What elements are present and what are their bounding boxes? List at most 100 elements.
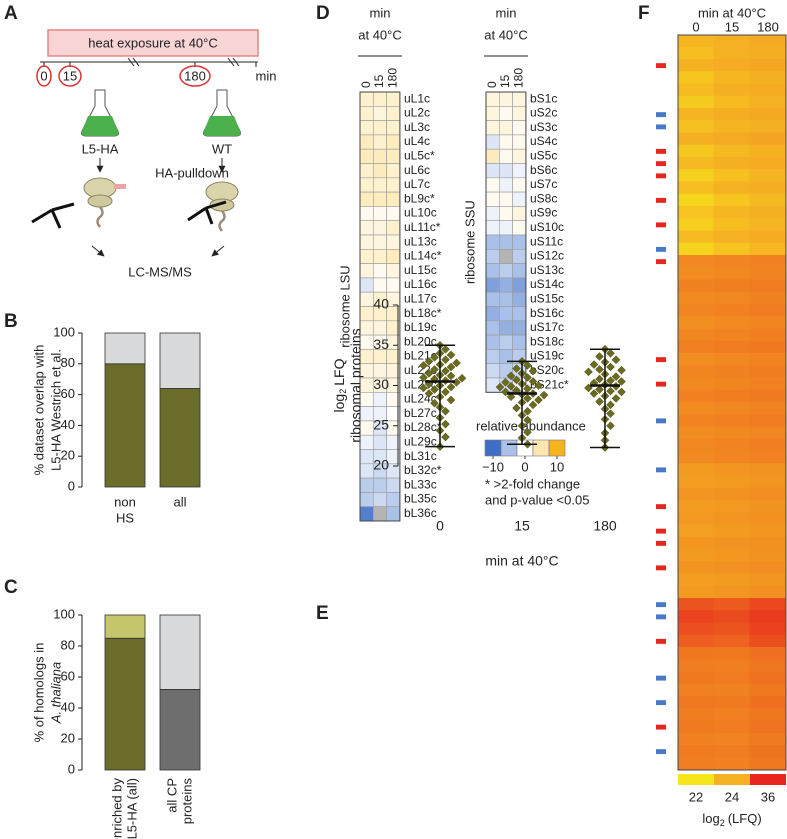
heatmap-cell: [512, 120, 527, 136]
heatmap-cell: [749, 108, 787, 122]
row-marker: [656, 148, 666, 154]
y-tick-label: 20: [373, 457, 389, 473]
heatmap-cell: [359, 91, 374, 107]
heatmap-cell: [749, 291, 787, 305]
row-label: bL36c: [404, 506, 437, 520]
heatmap-cell: [749, 696, 787, 710]
row-label: uS12c: [530, 249, 564, 263]
data-point: [534, 381, 543, 390]
heatmap-cell: [749, 120, 787, 134]
row-label: uS3c: [530, 120, 557, 134]
data-point: [523, 415, 532, 425]
data-point: [512, 375, 521, 385]
heatmap-cell: [372, 106, 387, 121]
heatmap-cell: [713, 316, 751, 330]
panel-label: E: [316, 603, 329, 624]
heatmap-cell: [485, 306, 500, 322]
heatmap-cell: [749, 230, 787, 244]
heatmap-cell: [713, 720, 751, 734]
heatmap-cell: [498, 120, 513, 136]
heatmap-cell: [677, 255, 715, 269]
row-label: uS17c: [530, 320, 564, 334]
row-marker: [656, 602, 666, 608]
y-tick-label: 0: [68, 761, 75, 776]
heatmap-cell: [749, 585, 787, 599]
flask: [81, 89, 241, 137]
heatmap-cell: [713, 696, 751, 710]
heatmap-cell: [677, 598, 715, 612]
heatmap-cell: [359, 134, 374, 150]
heatmap-cell: [749, 598, 787, 612]
heatmap-cell: [677, 732, 715, 746]
heatmap-cell: [512, 206, 527, 221]
heatmap-cell: [498, 163, 513, 179]
row-marker: [656, 63, 666, 69]
heatmap-cell: [372, 263, 387, 279]
heatmap-cell: [677, 144, 715, 158]
heatmap-cell: [713, 46, 751, 60]
heatmap-cell: [359, 220, 374, 236]
data-point: [446, 382, 456, 392]
data-point: [534, 395, 543, 405]
bar-segment: [104, 332, 146, 365]
heatmap-cell: [485, 106, 500, 121]
timepoint-circle: [179, 65, 211, 87]
heatmap-cell: [713, 304, 751, 318]
heatmap-cell: [713, 181, 751, 195]
heatmap-cell: [677, 181, 715, 195]
heatmap-cell: [512, 234, 527, 250]
heatmap-cell: [749, 144, 787, 158]
row-marker: [656, 638, 666, 644]
data-point: [441, 344, 450, 354]
heatmap-cell: [713, 463, 751, 477]
heatmap-cell: [677, 610, 715, 624]
heatmap-cell: [386, 91, 401, 107]
heatmap-cell: [677, 463, 715, 477]
heatmap-cell: [386, 477, 401, 493]
data-point: [595, 365, 604, 374]
data-point: [446, 395, 456, 405]
heatmap-cell: [372, 148, 387, 164]
bar-segment: [104, 637, 146, 771]
heatmap-cell: [512, 148, 527, 164]
y-tick-label: 100: [53, 606, 75, 621]
heatmap-cell: [749, 353, 787, 367]
data-point: [441, 355, 450, 365]
heatmap-cell: [749, 157, 787, 171]
data-point: [419, 383, 428, 393]
heatmap-cell: [359, 506, 374, 522]
heatmap-cell: [713, 377, 751, 391]
heatmap-cell: [386, 277, 401, 293]
heatmap-cell: [749, 402, 787, 416]
row-label: uS10c: [530, 220, 564, 234]
heatmap-cell: [713, 438, 751, 452]
panel-label: D: [316, 3, 330, 24]
heatmap-cell: [749, 757, 787, 771]
row-label: uL4c: [404, 134, 430, 148]
heatmap-cell: [485, 120, 500, 136]
heatmap-cell: [713, 218, 751, 232]
heatmap-cell: [359, 263, 374, 279]
heatmap-cell: [749, 610, 787, 624]
heatmap-cell: [713, 34, 751, 48]
heatmap-cell: [713, 230, 751, 244]
data-point: [584, 367, 593, 377]
heatmap-cell: [677, 169, 715, 183]
heatmap-title: min at 40°C: [698, 5, 766, 20]
heatmap-cell: [485, 191, 500, 207]
row-marker: [656, 749, 666, 755]
heatmap-cell: [677, 585, 715, 599]
heatmap-cell: [498, 220, 513, 236]
data-point: [495, 382, 505, 392]
heatmap-cell: [713, 745, 751, 759]
bar-segment: [159, 614, 201, 690]
data-point: [606, 362, 615, 372]
row-label: bL20c: [404, 334, 437, 348]
heatmap-cell: [713, 108, 751, 122]
heatmap-cell: [677, 426, 715, 440]
y-axis-label: % dataset overlap with: [31, 345, 46, 476]
row-marker: [656, 528, 666, 534]
heatmap-cell: [677, 438, 715, 452]
missing-cell: [372, 506, 387, 522]
heatmap-cell: [749, 316, 787, 330]
